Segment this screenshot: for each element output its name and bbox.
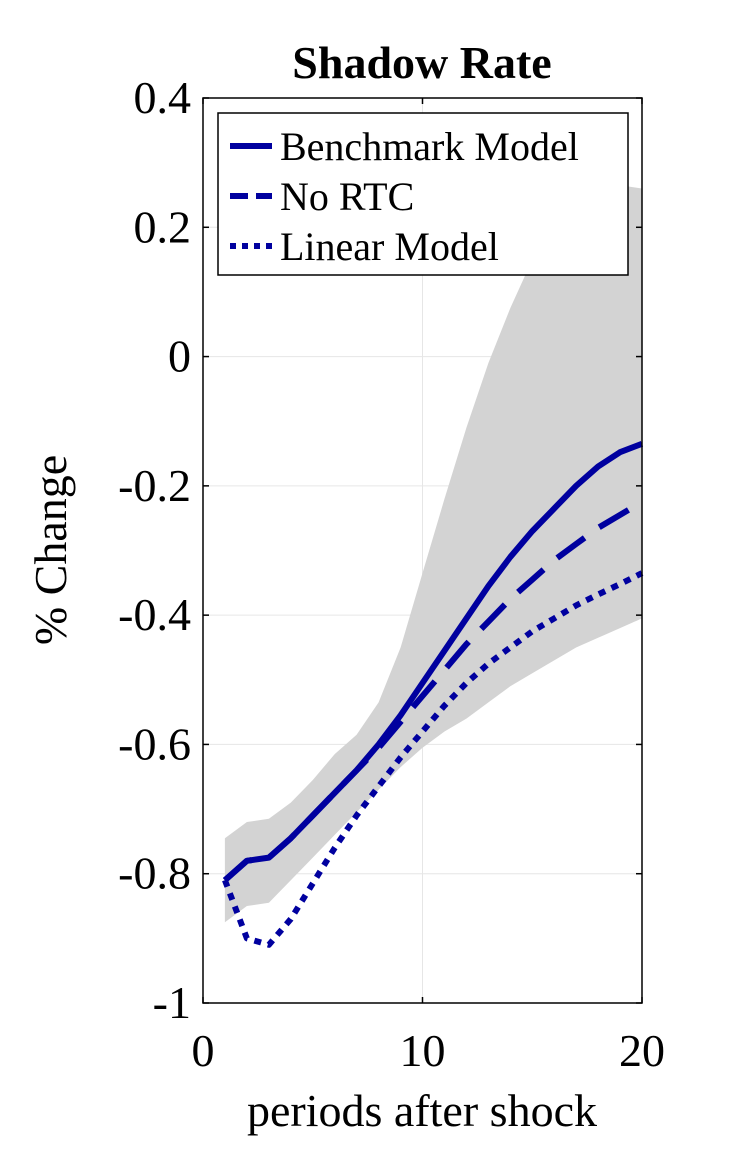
x-axis-label: periods after shock bbox=[247, 1085, 597, 1136]
y-tick-label: 0.4 bbox=[134, 72, 192, 123]
y-tick-label: 0 bbox=[168, 331, 191, 382]
x-tick-label: 20 bbox=[619, 1025, 665, 1076]
x-tick-label: 10 bbox=[400, 1025, 446, 1076]
y-tick-label: -0.8 bbox=[118, 848, 191, 899]
y-tick-label: -0.4 bbox=[118, 589, 191, 640]
legend: Benchmark Model No RTC Linear Model bbox=[218, 113, 628, 275]
y-tick-label: -1 bbox=[153, 977, 191, 1028]
y-axis-label: % Change bbox=[25, 455, 76, 645]
legend-label: Linear Model bbox=[280, 224, 499, 269]
y-tick-label: 0.2 bbox=[134, 201, 192, 252]
legend-label: No RTC bbox=[280, 174, 414, 219]
confidence-band bbox=[225, 185, 642, 922]
y-tick-label: -0.6 bbox=[118, 718, 191, 769]
confidence-band-layer bbox=[225, 185, 642, 922]
legend-label: Benchmark Model bbox=[280, 124, 579, 169]
y-tick-label: -0.2 bbox=[118, 460, 191, 511]
x-tick-label: 0 bbox=[192, 1025, 215, 1076]
chart-title: Shadow Rate bbox=[292, 37, 551, 88]
